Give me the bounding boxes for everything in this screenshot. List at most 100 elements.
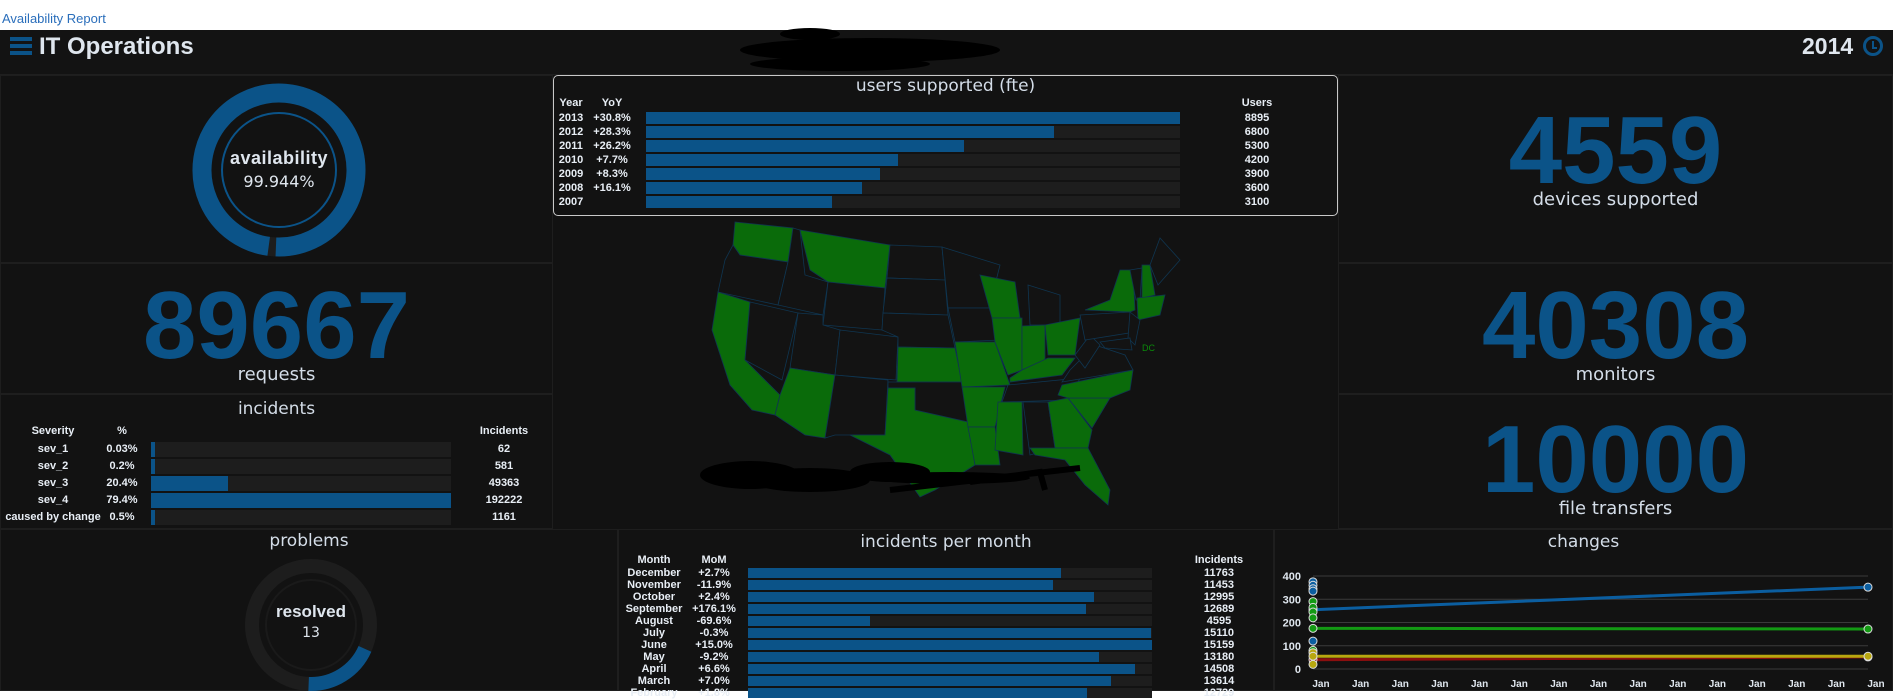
series-point-3 <box>1308 659 1318 669</box>
x-tick-label: Jan <box>1828 679 1845 690</box>
state-mi[interactable] <box>1027 284 1061 326</box>
devices-label: devices supported <box>1532 189 1699 210</box>
state-nv[interactable] <box>744 301 799 381</box>
series-point-0 <box>1863 582 1873 592</box>
state-co[interactable] <box>834 329 899 381</box>
bar-fill <box>646 140 965 152</box>
state-nm[interactable] <box>824 374 889 439</box>
users-cell: 3600 <box>1244 182 1270 194</box>
incidents-cell: 13614 <box>1203 675 1235 687</box>
state-ma[interactable] <box>1136 294 1166 321</box>
incident-row: caused by change 0.5% 1161 <box>1 509 552 526</box>
bar-track <box>646 196 1180 208</box>
state-id[interactable] <box>777 227 829 316</box>
bar-fill <box>151 510 155 525</box>
x-tick-label: Jan <box>1511 679 1528 690</box>
severity-cell: sev_2 <box>37 460 69 472</box>
bar-track <box>748 640 1152 650</box>
state-fl[interactable] <box>1029 447 1111 506</box>
month-row: December +2.7% 11763 <box>619 567 1273 579</box>
users-title: users supported (fte) <box>855 76 1036 96</box>
year-cell: 2013 <box>558 112 584 124</box>
month-cell: July <box>642 627 665 639</box>
devices-panel: 4559 devices supported <box>1338 75 1893 263</box>
series-point-0 <box>1308 586 1318 596</box>
series-line-0 <box>1312 585 1869 612</box>
availability-label: availability <box>229 148 329 168</box>
incidents-cell: 14508 <box>1203 663 1235 675</box>
state-wy[interactable] <box>822 281 886 331</box>
state-ks[interactable] <box>896 346 963 383</box>
incidents-header: Incidents <box>479 425 529 437</box>
problems-value: 13 <box>302 625 320 641</box>
users-row: 2007 3100 <box>554 195 1337 209</box>
x-tick-label: Jan <box>1431 679 1448 690</box>
problems-gauge <box>245 559 377 691</box>
state-nd[interactable] <box>886 244 946 281</box>
availability-report-link[interactable]: Availability Report <box>2 11 106 26</box>
incidents-cell: 12689 <box>1203 603 1235 615</box>
state-ga[interactable] <box>1047 397 1093 449</box>
availability-gauge-fill <box>192 83 366 257</box>
state-pa[interactable] <box>1079 311 1136 341</box>
state-ky[interactable] <box>1009 357 1076 383</box>
redaction-scribble <box>889 465 1081 493</box>
state-tx[interactable] <box>849 387 976 498</box>
pct-cell: 0.5% <box>109 511 135 523</box>
month-cell: February <box>630 687 678 699</box>
incidents-cell: 1161 <box>492 511 516 523</box>
state-il[interactable] <box>991 317 1023 376</box>
incidents-panel: incidents Severity% Incidents sev_1 0.03% 62… <box>0 394 553 529</box>
monitors-label: monitors <box>1575 364 1656 385</box>
state-sd[interactable] <box>882 277 949 316</box>
bar-track <box>748 652 1152 662</box>
users-row: 2013 +30.8% 8895 <box>554 111 1337 125</box>
state-nj[interactable] <box>1127 311 1141 346</box>
bar-track <box>646 126 1180 138</box>
series-point-3 <box>1308 651 1318 661</box>
state-ny[interactable] <box>1084 269 1136 313</box>
incidents-cell: 15159 <box>1203 639 1235 651</box>
clock-icon[interactable] <box>1863 36 1883 56</box>
state-wv[interactable] <box>1074 334 1101 369</box>
bar-track <box>748 664 1152 674</box>
series-point-3 <box>1863 651 1873 661</box>
problems-label: resolved <box>276 602 346 621</box>
x-tick-label: Jan <box>1590 679 1607 690</box>
incidents-per-month-panel: incidents per month Month MoM Incidents Dec… <box>618 529 1274 699</box>
y-tick-label: 100 <box>1283 641 1301 653</box>
users-supported-panel: users supported (fte) Year YoY Users 2013 +3… <box>553 75 1338 216</box>
requests-label: requests <box>237 364 316 385</box>
state-ms[interactable] <box>994 401 1024 456</box>
redaction-scribble <box>740 28 1000 71</box>
state-oh[interactable] <box>1044 317 1081 356</box>
bar-fill <box>748 640 1152 650</box>
changes-title: changes <box>1547 532 1620 552</box>
x-tick-label: Jan <box>1392 679 1409 690</box>
users-cell: 3100 <box>1244 196 1270 208</box>
yoy-cell: +16.1% <box>593 182 631 194</box>
bar-track <box>748 604 1152 614</box>
state-az[interactable] <box>774 367 836 439</box>
severity-cell: sev_4 <box>37 494 69 506</box>
state-md[interactable] <box>1099 337 1133 351</box>
hamburger-icon[interactable] <box>10 37 32 55</box>
mom-cell: +15.0% <box>695 639 733 651</box>
bar-track <box>748 616 1152 626</box>
month-row: September +176.1% 12689 <box>619 603 1273 615</box>
pct-cell: 20.4% <box>106 477 138 489</box>
year-selector[interactable]: 2014 <box>1802 33 1854 59</box>
incident-row: sev_4 79.4% 192222 <box>1 492 552 509</box>
incident-row: sev_2 0.2% 581 <box>1 458 552 475</box>
month-row: August -69.6% 4595 <box>619 615 1273 627</box>
availability-value: 99.944% <box>243 172 315 191</box>
state-nh[interactable] <box>1141 264 1156 299</box>
state-la[interactable] <box>967 426 1001 466</box>
series-line-1 <box>1312 626 1869 631</box>
year-cell: 2009 <box>558 168 584 180</box>
month-cell: March <box>637 675 671 687</box>
devices-value: 4559 <box>1508 97 1723 204</box>
bar-fill <box>151 442 155 457</box>
state-me[interactable] <box>1149 237 1181 286</box>
month-cell: August <box>635 615 673 627</box>
